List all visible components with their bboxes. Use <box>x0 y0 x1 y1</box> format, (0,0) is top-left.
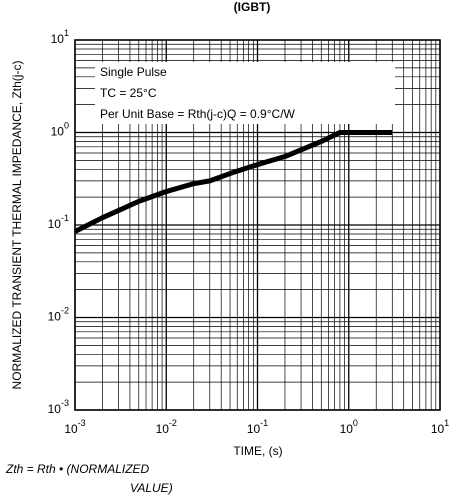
tick-exponent: -1 <box>260 418 268 428</box>
footnote: VALUE) <box>130 481 173 495</box>
annotation-box <box>95 62 395 124</box>
tick-exponent: 0 <box>353 418 358 428</box>
tick-base: 10 <box>48 402 62 416</box>
x-tick-label: 10-2 <box>156 418 177 436</box>
y-tick-label: 100 <box>51 121 69 139</box>
y-tick-label: 10-2 <box>48 306 69 324</box>
tick-base: 10 <box>340 422 354 436</box>
x-tick-label: 101 <box>431 418 449 436</box>
annotation: TC = 25°C <box>100 86 157 100</box>
x-axis-label: TIME, (s) <box>233 444 282 458</box>
tick-base: 10 <box>48 310 62 324</box>
y-tick-label: 101 <box>51 28 69 46</box>
tick-base: 10 <box>51 32 65 46</box>
tick-base: 10 <box>51 125 65 139</box>
tick-exponent: -3 <box>78 418 86 428</box>
tick-exponent: -2 <box>61 306 69 316</box>
footnote: Zth = Rth • (NORMALIZED <box>5 462 150 476</box>
x-tick-label: 10-1 <box>247 418 268 436</box>
y-tick-label: 10-3 <box>48 398 69 416</box>
annotation: Single Pulse <box>100 65 167 79</box>
annotation: Per Unit Base = Rth(j-c)Q = 0.9°C/W <box>100 107 296 121</box>
tick-base: 10 <box>64 422 78 436</box>
tick-base: 10 <box>247 422 261 436</box>
tick-exponent: 1 <box>444 418 449 428</box>
tick-exponent: -3 <box>61 398 69 408</box>
tick-exponent: 1 <box>64 28 69 38</box>
data-line <box>73 130 393 234</box>
tick-base: 10 <box>48 217 62 231</box>
tick-exponent: -2 <box>169 418 177 428</box>
tick-exponent: -1 <box>61 213 69 223</box>
tick-base: 10 <box>156 422 170 436</box>
chart-title: (IGBT) <box>234 0 271 14</box>
x-tick-label: 10-3 <box>64 418 85 436</box>
y-axis-label: NORMALIZED TRANSIENT THERMAL IMPEDANCE, … <box>10 61 24 390</box>
y-tick-label: 10-1 <box>48 213 69 231</box>
tick-exponent: 0 <box>64 121 69 131</box>
x-tick-label: 100 <box>340 418 358 436</box>
plot-frame <box>74 39 441 411</box>
tick-base: 10 <box>431 422 445 436</box>
